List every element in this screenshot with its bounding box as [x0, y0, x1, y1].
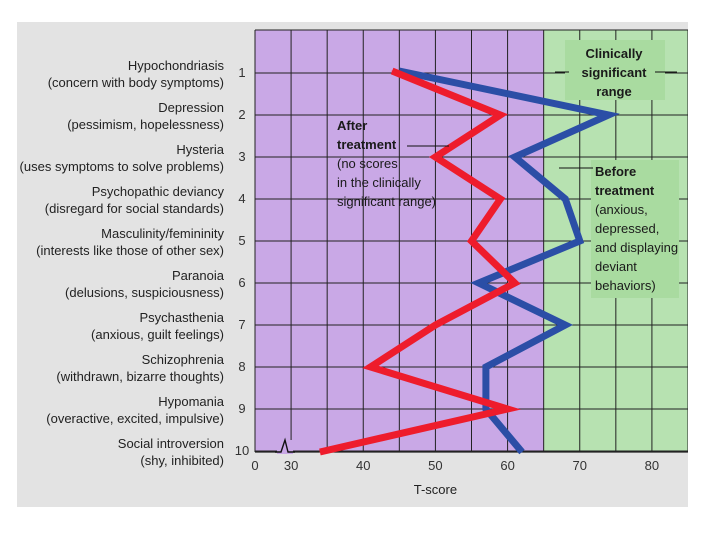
before-treatment-point — [564, 198, 566, 200]
before-treatment-title: Before — [595, 164, 636, 179]
scale-name-label: Hypochondriasis — [128, 58, 225, 73]
scale-number-label: 1 — [238, 65, 245, 80]
before-treatment-point — [485, 408, 487, 410]
before-treatment-point — [485, 366, 487, 368]
x-axis-label: T-score — [414, 482, 457, 497]
scale-number-label: 7 — [238, 317, 245, 332]
scale-number-label: 4 — [238, 191, 245, 206]
x-tick-label: 60 — [500, 458, 514, 473]
x-tick-label: 50 — [428, 458, 442, 473]
scale-number-label: 10 — [235, 443, 249, 458]
mmpi-profile-chart: Hypochondriasis (concern with body sympto… — [20, 29, 688, 497]
before-treatment-title: treatment — [595, 183, 655, 198]
after-treatment-point — [391, 70, 393, 72]
x-tick-label: 30 — [284, 458, 298, 473]
scale-name-label: Schizophrenia — [142, 352, 225, 367]
before-treatment-point — [608, 114, 610, 116]
after-treatment-point — [434, 324, 436, 326]
clinical-range-label: Clinically — [585, 46, 643, 61]
scale-description-label: (interests like those of other sex) — [36, 243, 224, 258]
scale-name-label: Paranoia — [172, 268, 225, 283]
after-treatment-note: in the clinically — [337, 175, 421, 190]
after-treatment-point — [507, 408, 509, 410]
x-tick-label: 40 — [356, 458, 370, 473]
scale-name-label: Masculinity/femininity — [101, 226, 224, 241]
before-treatment-point — [521, 451, 523, 453]
scale-description-label: (delusions, suspiciousness) — [65, 285, 224, 300]
scale-description-label: (uses symptoms to solve problems) — [20, 159, 224, 174]
scale-number-label: 3 — [238, 149, 245, 164]
after-treatment-point — [369, 366, 371, 368]
before-treatment-note: depressed, — [595, 221, 659, 236]
scale-number-label: 6 — [238, 275, 245, 290]
after-treatment-point — [471, 240, 472, 242]
x-tick-label: 70 — [573, 458, 587, 473]
after-treatment-point — [499, 114, 501, 116]
clinical-annotation-bg — [565, 40, 665, 100]
clinical-range-label: significant — [581, 65, 647, 80]
after-treatment-note: significant range) — [337, 194, 436, 209]
after-treatment-title: treatment — [337, 137, 397, 152]
before-treatment-point — [564, 324, 566, 326]
scale-description-label: (pessimism, hopelessness) — [67, 117, 224, 132]
scale-name-label: Social introversion — [118, 436, 224, 451]
scale-description-label: (anxious, guilt feelings) — [91, 327, 224, 342]
scale-description-label: (withdrawn, bizarre thoughts) — [56, 369, 224, 384]
scale-description-label: (disregard for social standards) — [45, 201, 224, 216]
clinical-range-label: range — [596, 84, 631, 99]
scale-description-label: (overactive, excited, impulsive) — [46, 411, 224, 426]
scale-name-label: Psychasthenia — [139, 310, 224, 325]
after-treatment-title: After — [337, 118, 367, 133]
mmpi-profile-figure: Hypochondriasis (concern with body sympto… — [17, 22, 688, 507]
scale-name-label: Depression — [158, 100, 224, 115]
after-treatment-line — [319, 67, 522, 456]
before-treatment-note: (anxious, — [595, 202, 648, 217]
scale-description-label: (shy, inhibited) — [140, 453, 224, 468]
after-treatment-point — [319, 451, 321, 453]
after-treatment-note: (no scores — [337, 156, 398, 171]
scale-number-label: 8 — [238, 359, 245, 374]
x-tick-label: 0 — [251, 458, 258, 473]
x-tick-label: 80 — [645, 458, 659, 473]
scale-number-label: 2 — [238, 107, 245, 122]
after-treatment-point — [499, 198, 501, 200]
before-treatment-point — [514, 156, 516, 158]
before-treatment-point — [478, 282, 480, 284]
after-treatment-point — [514, 282, 516, 284]
before-treatment-note: deviant — [595, 259, 637, 274]
before-annotation-bg — [591, 160, 679, 298]
scale-name-label: Psychopathic deviancy — [92, 184, 225, 199]
scale-number-label: 9 — [238, 401, 245, 416]
scale-number-label: 5 — [238, 233, 245, 248]
before-treatment-point — [579, 240, 581, 242]
after-treatment-point — [434, 156, 436, 158]
before-treatment-line — [398, 67, 620, 455]
scale-description-label: (concern with body symptoms) — [48, 75, 224, 90]
scale-name-label: Hypomania — [158, 394, 225, 409]
axis-break-mark — [275, 437, 295, 453]
before-treatment-note: and displaying — [595, 240, 678, 255]
before-treatment-note: behaviors) — [595, 278, 656, 293]
scale-name-label: Hysteria — [176, 142, 224, 157]
